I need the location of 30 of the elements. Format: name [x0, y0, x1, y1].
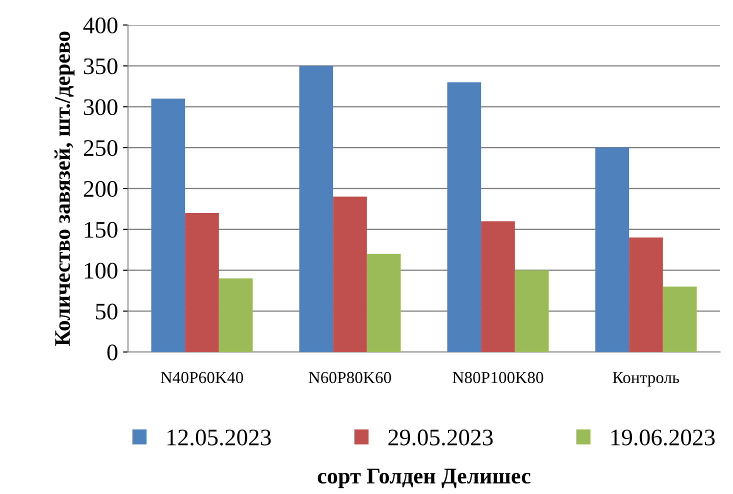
y-tick-label: 0	[107, 344, 118, 360]
bar	[333, 196, 367, 352]
bar	[299, 66, 334, 352]
bar	[366, 254, 401, 352]
bar	[595, 148, 630, 352]
x-tick-label: N80P100K80	[452, 372, 544, 384]
bar	[218, 278, 253, 352]
y-tick-label: 300	[84, 99, 118, 116]
bar	[629, 238, 663, 352]
y-tick-label: 400	[83, 17, 118, 34]
legend-label: 19.06.2023	[611, 430, 715, 446]
x-tick-label: Контроль	[612, 372, 680, 387]
y-tick-label: 200	[84, 180, 118, 197]
y-axis-title: Количество завязей, шт./дерево	[54, 32, 75, 346]
bar	[514, 270, 549, 352]
bar	[447, 82, 482, 352]
y-tick-label: 150	[84, 222, 118, 238]
x-axis-title: сорт Голден Делишес	[318, 468, 530, 488]
x-tick-label: N40P60K40	[160, 372, 244, 384]
y-tick-label: 50	[96, 304, 118, 320]
bar	[481, 221, 515, 352]
legend-label: 12.05.2023	[168, 430, 271, 446]
y-tick-label: 100	[84, 262, 118, 279]
bar	[662, 286, 697, 352]
bar	[151, 98, 186, 352]
y-tick-label: 350	[84, 58, 118, 74]
x-tick-label: N60P80K60	[308, 372, 392, 384]
legend-label: 29.05.2023	[388, 430, 493, 446]
bar	[185, 213, 219, 352]
y-tick-label: 250	[84, 140, 118, 156]
